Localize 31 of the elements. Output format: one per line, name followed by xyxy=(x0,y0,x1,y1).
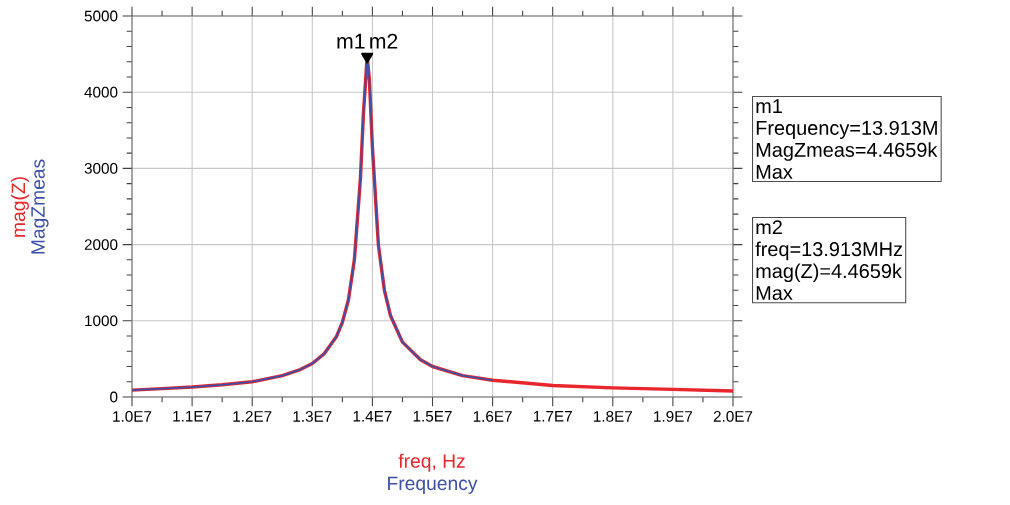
text: Frequency xyxy=(388,476,478,494)
text: m2 xyxy=(756,220,782,235)
y-tick-label: 1000 xyxy=(85,315,118,327)
x-tick-label: 1.0E7 xyxy=(113,410,152,422)
x-axis-title: freq, Hz xyxy=(398,453,465,472)
x-tick-label: 1.2E7 xyxy=(233,410,272,422)
x-tick-label: 1.8E7 xyxy=(594,410,632,422)
annotation: m1 xyxy=(337,33,365,49)
text: MagZmeas=4.4659k xyxy=(756,142,938,161)
x-tick-label: 1.3E7 xyxy=(293,410,332,422)
text: mag(Z) xyxy=(11,177,29,237)
text: Max xyxy=(756,286,793,301)
y-tick-label: 4000 xyxy=(84,86,118,98)
y-tick-label: 2000 xyxy=(84,239,118,250)
x-tick-label: 2.0E7 xyxy=(713,410,753,422)
text: freq=13.913MHz xyxy=(755,241,903,261)
x-tick-label: 1.7E7 xyxy=(533,411,572,422)
x-tick-label: 1.6E7 xyxy=(473,410,512,422)
text: mag(Z)=4.4659k xyxy=(756,263,902,283)
x-tick-label: 1.1E7 xyxy=(173,411,212,422)
annotation: m2 xyxy=(370,33,398,49)
x-tick-label: 1.9E7 xyxy=(654,410,693,422)
text: Frequency=13.913M xyxy=(756,120,937,139)
y-tick-label: 0 xyxy=(110,391,118,403)
text: Max xyxy=(756,164,793,179)
y-tick-label: 5000 xyxy=(84,10,118,22)
y-tick-label: 3000 xyxy=(84,162,118,174)
x-tick-label: 1.4E7 xyxy=(353,411,392,422)
text: MagZmeas xyxy=(31,159,49,254)
text: m1 xyxy=(756,99,782,113)
x-tick-label: 1.5E7 xyxy=(413,411,452,422)
